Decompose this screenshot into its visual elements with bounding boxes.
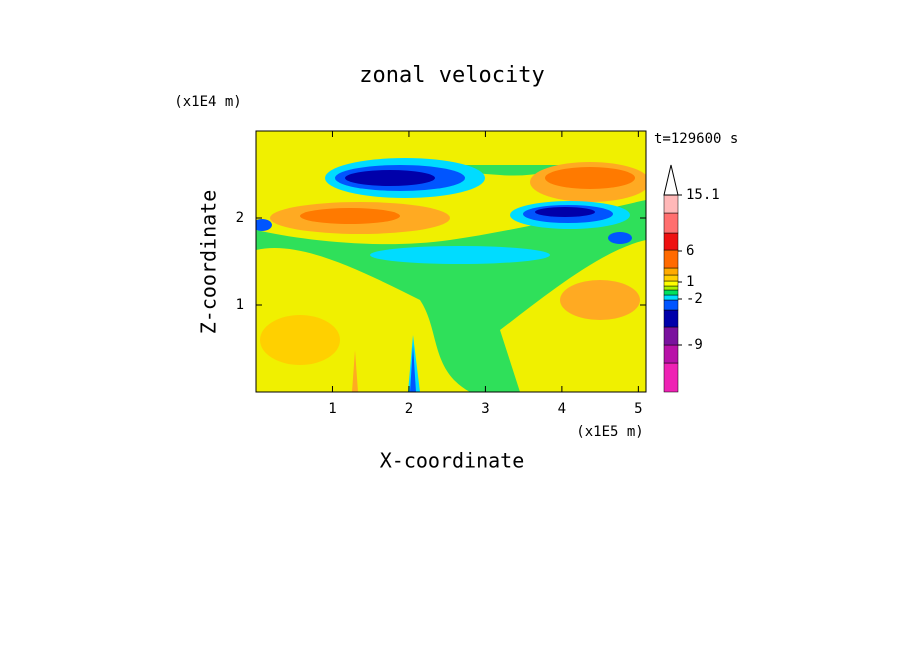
colorbar-swatch [663,249,679,269]
plot-frame [255,130,647,393]
y-tick-label: 1 [236,297,244,313]
x-tick-label: 3 [481,401,489,417]
y-tick-label: 2 [236,210,244,226]
colorbar-swatch [663,299,679,311]
colorbar-swatch [663,267,679,276]
colorbar-label: 6 [686,243,694,259]
x-tick-label: 4 [558,401,566,417]
x-tick-label: 2 [405,401,413,417]
x-tick-label: 5 [634,401,642,417]
x-tick-label: 1 [328,401,336,417]
colorbar-swatch [663,280,679,287]
y-unit: (x1E4 m) [174,94,241,110]
colorbar-swatch [663,362,679,393]
colorbar-arrow [663,164,679,196]
colorbar-swatch [663,344,679,364]
colorbar-label: -9 [686,337,703,353]
colorbar-swatch [663,285,679,291]
colorbar-swatch [663,274,679,282]
x-axis-label: X-coordinate [380,449,525,473]
y-axis-label: Z-coordinate [197,190,221,335]
colorbar-swatch [663,294,679,301]
colorbar-swatch [663,326,679,346]
colorbar-swatch [663,289,679,296]
chart-title: zonal velocity [359,63,544,88]
time-annotation: t=129600 s [654,131,738,147]
colorbar-swatch [663,212,679,234]
colorbar-swatch [663,194,679,214]
colorbar-swatch [663,232,679,251]
colorbar-label: 1 [686,274,694,290]
colorbar-label: -2 [686,291,703,307]
contour-field [256,131,646,392]
colorbar-swatch [663,309,679,328]
colorbar-label: 15.1 [686,187,720,203]
x-unit: (x1E5 m) [576,424,643,440]
